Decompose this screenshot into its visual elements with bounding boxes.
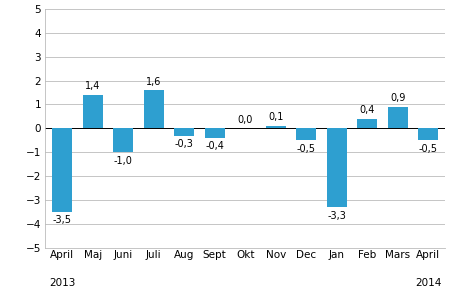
Bar	[52, 128, 72, 212]
Text: -0,3: -0,3	[175, 139, 193, 149]
Text: 2013: 2013	[49, 278, 75, 288]
Bar	[144, 90, 163, 128]
Text: 1,6: 1,6	[146, 77, 161, 87]
Text: -0,5: -0,5	[419, 144, 438, 154]
Bar	[266, 126, 286, 128]
Bar	[418, 128, 438, 140]
Bar	[296, 128, 316, 140]
Bar	[388, 107, 408, 128]
Text: 1,4: 1,4	[85, 81, 100, 92]
Text: -0,5: -0,5	[296, 144, 316, 154]
Bar	[174, 128, 194, 136]
Bar	[205, 128, 225, 138]
Bar	[327, 128, 346, 207]
Text: -0,4: -0,4	[205, 141, 224, 152]
Bar	[357, 119, 377, 128]
Text: -1,0: -1,0	[114, 156, 133, 166]
Text: 0,9: 0,9	[390, 93, 405, 103]
Bar	[83, 95, 103, 128]
Text: 0,1: 0,1	[268, 112, 283, 122]
Text: -3,5: -3,5	[53, 215, 72, 225]
Bar	[113, 128, 133, 152]
Text: 2014: 2014	[415, 278, 441, 288]
Text: 0,0: 0,0	[237, 115, 253, 125]
Text: -3,3: -3,3	[327, 211, 346, 221]
Text: 0,4: 0,4	[360, 105, 375, 115]
